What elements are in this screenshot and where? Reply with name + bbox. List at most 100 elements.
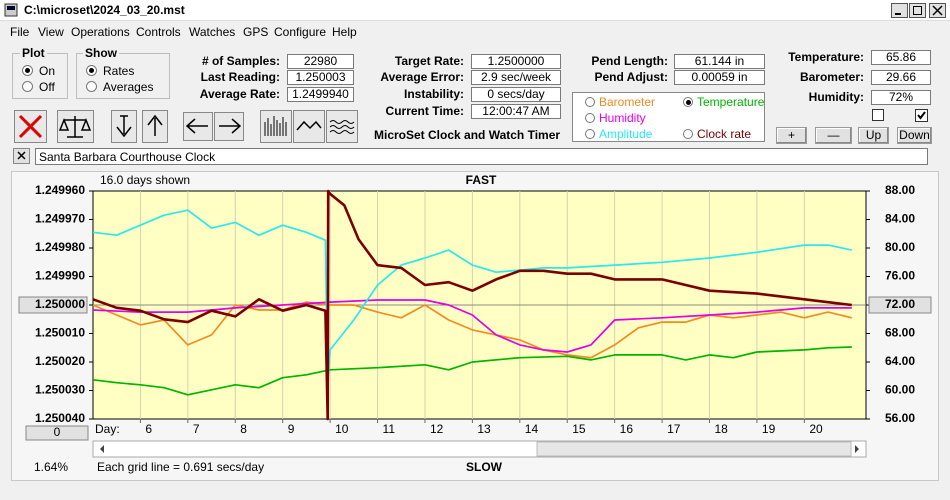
field-label: Pend Adjust: <box>594 70 668 84</box>
y-tick-label: 1.249970 <box>35 212 85 226</box>
x-tick-label: 10 <box>335 422 349 436</box>
checkbox-checked[interactable] <box>915 109 928 122</box>
show-group-title: Show <box>83 46 119 60</box>
x-tick-label: 19 <box>762 422 776 436</box>
series-line <box>92 301 852 359</box>
field-value: 1.2499940 <box>287 87 354 102</box>
radio-button[interactable] <box>86 81 97 92</box>
field-label: Average Rate: <box>199 87 280 101</box>
y-tick-label: 64.00 <box>885 354 915 368</box>
legend-label[interactable]: Temperature <box>697 95 765 109</box>
x-tick-label: 14 <box>525 422 539 436</box>
radio-button[interactable] <box>22 81 33 92</box>
legend-radio[interactable] <box>683 97 693 107</box>
menu-item[interactable]: View <box>38 25 64 39</box>
series-line <box>92 346 852 396</box>
clear-name-button[interactable] <box>13 148 31 165</box>
grid-note: Each grid line = 0.691 secs/day <box>97 460 264 474</box>
x-tick-label: 7 <box>193 422 200 436</box>
y-tick-label: 1.249990 <box>35 269 85 283</box>
menu-item[interactable]: Controls <box>136 25 181 39</box>
field-label: Last Reading: <box>200 70 280 84</box>
y-tick-label: 1.250020 <box>35 354 85 368</box>
button[interactable]: — <box>815 127 852 144</box>
y-tick-label: 1.249960 <box>35 183 85 197</box>
y-tick-label: 72.00 <box>885 297 915 311</box>
app-title: MicroSet Clock and Watch Timer <box>374 128 561 142</box>
radio-label[interactable]: Averages <box>103 80 154 94</box>
x-axis-label: Day: <box>95 422 120 436</box>
x-tick-label: 12 <box>430 422 444 436</box>
field-value: 61.144 in <box>674 54 765 69</box>
window-title: C:\microset\2024_03_20.mst <box>24 3 185 17</box>
legend-label[interactable]: Barometer <box>599 95 656 109</box>
x-tick-label: 13 <box>477 422 491 436</box>
y-tick-label: 68.00 <box>885 326 915 340</box>
toolbar[interactable] <box>12 110 362 146</box>
y-tick-label: 1.249980 <box>35 240 85 254</box>
x-tick-label: 8 <box>240 422 247 436</box>
offset-button <box>25 425 89 441</box>
button[interactable]: + <box>776 127 807 144</box>
chart-title: FAST <box>466 173 497 187</box>
field-label: Average Error: <box>380 70 464 84</box>
scrollbar-thumb <box>536 441 852 457</box>
menu-item[interactable]: Operations <box>71 25 130 39</box>
legend-radio[interactable] <box>585 129 595 139</box>
header-left: 16.0 days shown <box>100 173 190 187</box>
series-line <box>92 209 852 386</box>
field-value: 0 secs/day <box>471 87 561 102</box>
field-label: Pend Length: <box>591 54 668 68</box>
legend-label[interactable]: Humidity <box>599 111 646 125</box>
field-label: Target Rate: <box>394 54 464 68</box>
radio-label[interactable]: Rates <box>103 64 135 78</box>
x-tick-label: 11 <box>383 422 396 436</box>
y-tick-label: 76.00 <box>885 269 915 283</box>
radio-button[interactable] <box>22 65 33 76</box>
field-value: 1.250003 <box>287 70 354 85</box>
menu-item[interactable]: GPS <box>243 25 269 39</box>
x-tick-label: 6 <box>145 422 152 436</box>
menu-item[interactable]: Help <box>332 25 357 39</box>
y-tick-label: 84.00 <box>885 212 915 226</box>
radio-label[interactable]: Off <box>39 80 55 94</box>
title-bar: C:\microset\2024_03_20.mst <box>0 0 950 21</box>
field-label: # of Samples: <box>201 54 280 68</box>
window-controls[interactable] <box>891 3 947 19</box>
field-label: Instability: <box>403 87 464 101</box>
legend-label[interactable]: Amplitude <box>599 127 653 141</box>
scale-readout: 1.64% <box>34 460 68 474</box>
y-tick-label: 88.00 <box>885 183 915 197</box>
tick-button <box>868 296 932 314</box>
x-tick-label: 15 <box>572 422 586 436</box>
field-value: 29.66 <box>871 70 931 85</box>
menu-item[interactable]: File <box>10 25 30 39</box>
menu-item[interactable]: Watches <box>189 25 236 39</box>
y-tick-label: 1.250010 <box>35 326 85 340</box>
legend-label[interactable]: Clock rate <box>697 127 752 141</box>
x-tick-label: 20 <box>809 422 823 436</box>
menu-item[interactable]: Configure <box>274 25 327 39</box>
button[interactable]: Up <box>858 127 889 144</box>
field-value: 72% <box>871 90 931 105</box>
x-tick-label: 9 <box>288 422 295 436</box>
legend-radio[interactable] <box>585 113 595 123</box>
radio-button[interactable] <box>86 65 97 76</box>
field-value: 65.86 <box>871 50 931 65</box>
offset-button-label: 0 <box>54 425 61 439</box>
y-tick-label: 60.00 <box>885 383 915 397</box>
show-group <box>76 53 170 99</box>
clock-name-input[interactable]: Santa Barbara Courthouse Clock <box>35 148 928 165</box>
field-label: Humidity: <box>808 90 864 104</box>
field-value: 12:00:47 AM <box>471 104 561 119</box>
legend-radio[interactable] <box>585 97 595 107</box>
field-label: Current Time: <box>385 104 464 118</box>
field-value: 2.9 sec/week <box>471 70 561 85</box>
field-label: Barometer: <box>799 70 864 84</box>
legend-radio[interactable] <box>683 129 693 139</box>
radio-label[interactable]: On <box>39 64 56 78</box>
checkbox[interactable] <box>872 109 884 121</box>
chart: 16.0 days shown FAST Day: 6 7 8 9 10 11 12 13 14 15 1… <box>18 173 932 474</box>
button[interactable]: Down <box>897 127 932 144</box>
